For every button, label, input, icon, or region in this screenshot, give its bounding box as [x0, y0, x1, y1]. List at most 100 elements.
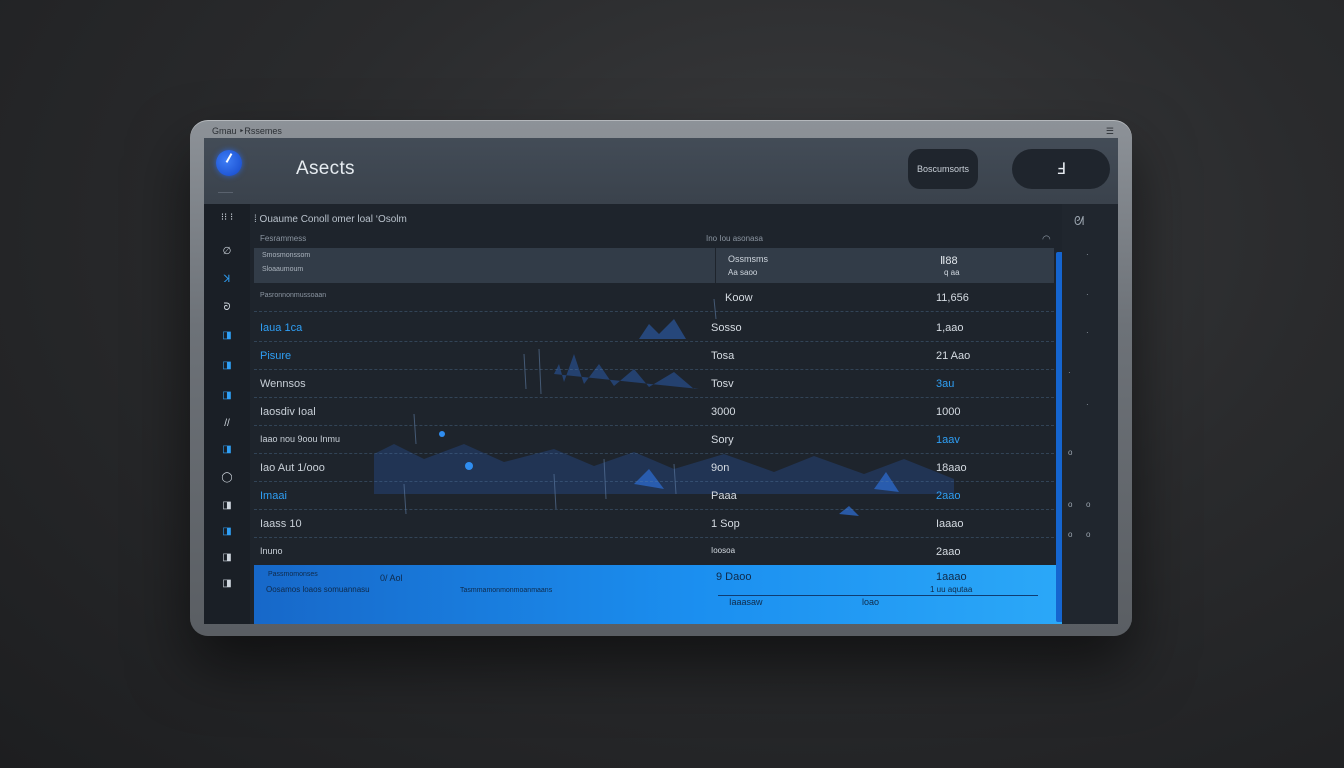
table-row[interactable]: Iao Aut 1/ooo 9on 18aao: [254, 454, 1054, 482]
selected-label-j: 1 uu aqutaa: [930, 585, 973, 594]
rail-dot: o: [1086, 500, 1091, 509]
row-value: 9on: [711, 462, 730, 474]
rail-dot: ·: [1086, 400, 1089, 409]
table-row[interactable]: Pasronnonmussoaan Koow 11,656: [254, 284, 1054, 312]
table-subheader-left: Fesrammess: [260, 234, 307, 243]
rail-dot: o: [1068, 500, 1073, 509]
right-rail: ᘛ · · · · · o o o o o: [1062, 204, 1118, 624]
row-value: Koow: [725, 292, 753, 304]
selected-label-h: loao: [862, 597, 880, 607]
header-col3b: ԛ aa: [944, 268, 960, 277]
app-screen: ——— Asects Boscumsorts Ⅎ ⁝⁝ ⁝ ∅ ꓘ ᘐ ◨ ◨ …: [204, 138, 1118, 624]
row-value: Sosso: [711, 322, 742, 334]
sidebar-item-8[interactable]: ◨: [222, 444, 232, 455]
sidebar-item-2[interactable]: ꓘ: [223, 274, 231, 285]
rail-dot: ·: [1086, 328, 1089, 337]
sidebar-item-10[interactable]: ◨: [222, 500, 232, 511]
table-title: ⁞ Ouaume Conoll omer loal ‘Osolm: [254, 214, 407, 225]
selected-label-e: Tasmmamonmonmoanmaans: [460, 587, 553, 594]
table-subheader-mid: Ino Iou asonasa: [706, 234, 763, 243]
row-value: Tosv: [711, 378, 734, 390]
background-waveform: [374, 298, 954, 516]
row-amount: 2aao: [936, 490, 961, 502]
row-name: Wennsos: [260, 378, 306, 390]
row-amount: 1,aao: [936, 322, 964, 334]
row-amount: 1aav: [936, 434, 960, 446]
table-row[interactable]: Pisure Tosa 21 Aao: [254, 342, 1054, 370]
sidebar: ⁝⁝ ⁝ ∅ ꓘ ᘐ ◨ ◨ ◨ // ◨ ◯ ◨ ◨ ◨ ◨: [204, 204, 250, 624]
rail-dot: ·: [1086, 290, 1089, 299]
rail-dot: o: [1068, 448, 1073, 457]
rail-dot: ·: [1086, 250, 1089, 259]
table-row[interactable]: Wennsos Tosv 3au: [254, 370, 1054, 398]
table-row[interactable]: Inuno Ioosoa 2aao: [254, 538, 1054, 565]
selected-divider: [718, 595, 1038, 596]
sidebar-item-3[interactable]: ᘐ: [223, 302, 231, 313]
row-amount: 21 Aao: [936, 350, 971, 362]
sidebar-item-5[interactable]: ◨: [222, 360, 232, 371]
selected-label-i: 1aaao: [936, 571, 967, 583]
header-icon-button[interactable]: Ⅎ: [1012, 149, 1110, 189]
row-amount: 1000: [936, 406, 961, 418]
row-name: Iaao nou 9oou Inmu: [260, 434, 341, 444]
selected-label-c: 0/ Aol: [380, 573, 403, 583]
scrollbar[interactable]: [1056, 252, 1063, 622]
logo-icon[interactable]: [216, 150, 242, 176]
tablet-device: ——— Asects Boscumsorts Ⅎ ⁝⁝ ⁝ ∅ ꓘ ᘐ ◨ ◨ …: [190, 120, 1132, 636]
rail-dot: o: [1068, 530, 1073, 539]
selected-label-b: Oosamos loaos somuannasu: [266, 585, 370, 594]
row-value: 3000: [711, 406, 736, 418]
sidebar-item-grid[interactable]: ⁝⁝ ⁝: [220, 212, 234, 223]
selected-row[interactable]: Passmomonses Oosamos loaos somuannasu 0/…: [254, 565, 1062, 624]
row-name: Pasronnonmussoaan: [260, 292, 327, 299]
sidebar-item-4[interactable]: ◨: [222, 330, 232, 341]
sidebar-item-1[interactable]: ∅: [222, 246, 232, 257]
row-value: Paaa: [711, 490, 737, 502]
row-name: Iaua 1ca: [260, 322, 303, 334]
app-header: ——— Asects Boscumsorts Ⅎ: [204, 138, 1118, 204]
rail-dot: o: [1086, 530, 1091, 539]
table-row[interactable]: Iaosdiv Ioal 3000 1000: [254, 398, 1054, 426]
rail-dot: ·: [1068, 368, 1071, 377]
selected-label-a: Passmomonses: [268, 571, 318, 578]
logo-caption: ———: [218, 190, 233, 196]
header-col2: Ossmsms: [728, 254, 768, 264]
column-divider: [715, 248, 716, 283]
header-action-button[interactable]: Boscumsorts: [908, 149, 978, 189]
selected-label-g: Iaaasaw: [729, 597, 763, 607]
header-col3: Ⅱ88: [940, 255, 958, 267]
table-row[interactable]: Imaai Paaa 2aao: [254, 482, 1054, 510]
sidebar-item-7[interactable]: //: [224, 418, 230, 429]
row-name: Iaass 10: [260, 518, 302, 530]
row-name: Iao Aut 1/ooo: [260, 462, 325, 474]
rail-avatar-icon[interactable]: ᘛ: [1074, 214, 1085, 228]
header-col1: Smosmonssom: [262, 252, 311, 259]
row-name: Pisure: [260, 350, 292, 362]
row-amount: 18aao: [936, 462, 967, 474]
row-value: Sory: [711, 434, 734, 446]
menu-icon[interactable]: ☰: [1105, 126, 1114, 136]
header-col2b: Aa saoo: [728, 268, 758, 277]
header-col1b: Sloaaumoum: [262, 266, 304, 273]
sidebar-item-13[interactable]: ◨: [222, 578, 232, 589]
table-header-row: Smosmonssom Sloaaumoum Ossmsms Aa saoo Ⅱ…: [254, 248, 1054, 283]
row-value: Ioosoa: [711, 546, 736, 555]
selected-label-f: 9 Daoo: [716, 571, 752, 583]
sidebar-item-9[interactable]: ◯: [221, 472, 233, 483]
refresh-icon[interactable]: ◠: [1042, 234, 1051, 245]
row-amount: 11,656: [936, 292, 969, 304]
row-amount: 3au: [936, 378, 955, 390]
sidebar-item-6[interactable]: ◨: [222, 390, 232, 401]
status-bar: Gmau ‣Rssemes ☰: [204, 124, 1118, 138]
sidebar-item-12[interactable]: ◨: [222, 552, 232, 563]
row-name: Imaai: [260, 490, 287, 502]
row-name: Inuno: [260, 546, 283, 556]
table-row[interactable]: Iaua 1ca Sosso 1,aao: [254, 314, 1054, 342]
table-row[interactable]: Iaao nou 9oou Inmu Sory 1aav: [254, 426, 1054, 454]
asset-table: ⁞ Ouaume Conoll omer loal ‘Osolm Fesramm…: [254, 204, 1063, 624]
table-row[interactable]: Iaass 10 1 Sop Iaaao: [254, 510, 1054, 538]
sidebar-item-11[interactable]: ◨: [222, 526, 232, 537]
row-name: Iaosdiv Ioal: [260, 406, 316, 418]
row-amount: Iaaao: [936, 518, 964, 530]
row-value: 1 Sop: [711, 518, 740, 530]
